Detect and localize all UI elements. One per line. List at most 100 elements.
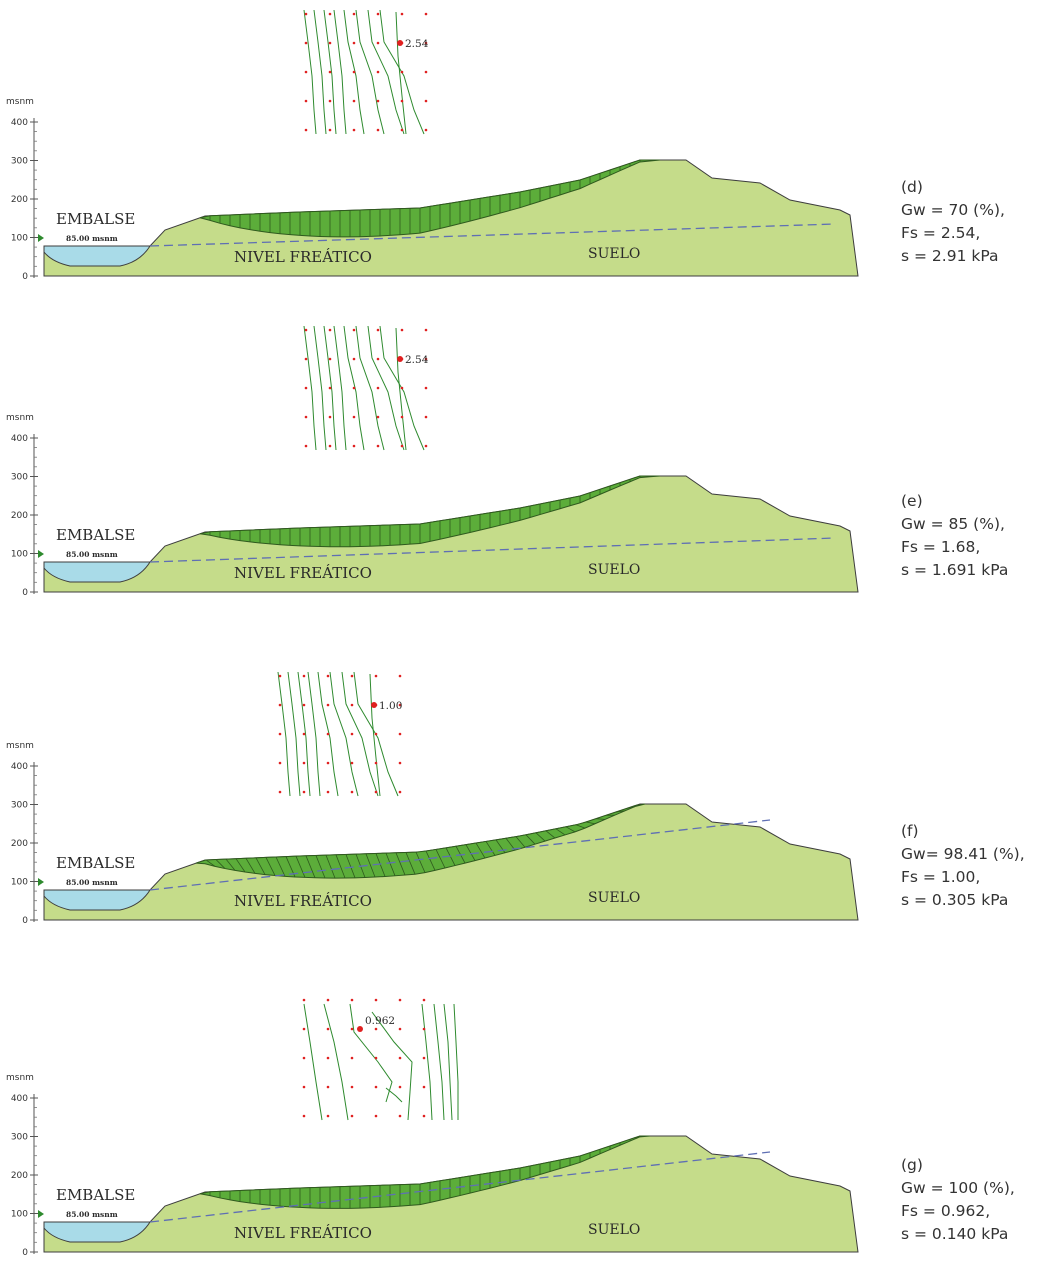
grid-point xyxy=(326,703,330,707)
grid-point xyxy=(328,415,332,419)
water-table-line xyxy=(149,819,771,891)
soil-label: SUELO xyxy=(588,1222,640,1238)
grid-point xyxy=(304,328,308,332)
grid-point xyxy=(352,386,356,390)
grid-point xyxy=(350,761,354,765)
contour-line xyxy=(379,325,425,451)
cross-section-diagram: 1.00 msnm 400 300 200 100 0 EMBALSE 85.00 msnm NI… xyxy=(6,671,859,926)
section-group: 0.962 msnm 400 300 200 100 0 EMBALSE 85.00 msnm N… xyxy=(6,998,859,1258)
caption-id: (f) xyxy=(901,822,919,840)
axis-tick-label: 200 xyxy=(11,195,28,205)
grid-point xyxy=(422,1114,426,1118)
caption-s: s = 0.305 kPa xyxy=(901,891,1009,909)
contour-line xyxy=(367,325,405,451)
slice-line xyxy=(265,857,276,876)
grid-point xyxy=(398,1056,402,1060)
caption-s: s = 2.91 kPa xyxy=(901,247,999,265)
grid-point xyxy=(398,1085,402,1089)
axis-tick-label: 100 xyxy=(11,878,28,888)
contour-line xyxy=(371,1011,413,1121)
caption-fs: Fs = 1.00, xyxy=(901,868,981,886)
grid-point xyxy=(400,99,404,103)
axis-tick-label: 300 xyxy=(11,157,28,167)
caption: (g) Gw = 100 (%), Fs = 0.962, s = 0.140 … xyxy=(901,1154,1039,1246)
grid-point xyxy=(302,1085,306,1089)
grid-point xyxy=(398,1027,402,1031)
contour-line xyxy=(421,1003,433,1121)
grid-point xyxy=(376,328,380,332)
grid-point xyxy=(302,1114,306,1118)
slice-line xyxy=(405,852,416,875)
y-axis: msnm 400 300 200 100 0 xyxy=(6,1073,44,1258)
axis-tick-label: 0 xyxy=(22,1248,28,1258)
axis-tick-label: 100 xyxy=(11,1210,28,1220)
slice-line xyxy=(325,854,336,879)
contour-line xyxy=(303,1003,323,1121)
grid-point xyxy=(352,99,356,103)
caption: (f) Gw= 98.41 (%), Fs = 1.00, s = 0.305 … xyxy=(901,820,1039,912)
contour-line xyxy=(297,671,311,797)
grid-point xyxy=(326,1085,330,1089)
axis-tick-label: 0 xyxy=(22,588,28,598)
contour-line xyxy=(355,9,385,135)
grid-point xyxy=(278,703,282,707)
grid-point xyxy=(400,12,404,16)
soil-label: SUELO xyxy=(588,246,640,262)
contour-line xyxy=(369,673,381,797)
axis-tick-label: 100 xyxy=(11,234,28,244)
search-grid: 2.54 xyxy=(303,325,429,451)
slice-line xyxy=(235,858,246,873)
panel-e: 2.54 msnm 400 300 200 100 0 EMBALSE 85.00 msnm NI… xyxy=(0,316,1039,616)
grid-point xyxy=(350,674,354,678)
caption: (e) Gw = 85 (%), Fs = 1.68, s = 1.691 kP… xyxy=(901,490,1039,582)
grid-point xyxy=(326,790,330,794)
critical-center-point xyxy=(397,40,403,46)
reservoir-water xyxy=(43,1221,151,1243)
contour-line xyxy=(307,671,321,797)
grid-point xyxy=(398,790,402,794)
grid-point xyxy=(424,70,428,74)
grid-point xyxy=(398,761,402,765)
grid-point xyxy=(376,386,380,390)
slice-line xyxy=(345,854,356,878)
slice-line xyxy=(585,821,596,825)
water-level-marker-icon xyxy=(38,878,44,886)
water-table-line xyxy=(149,223,836,247)
contour-line xyxy=(277,671,291,797)
caption-id: (e) xyxy=(901,492,923,510)
grid-point xyxy=(304,386,308,390)
critical-fs-label: 2.54 xyxy=(405,354,429,366)
axis-tick-label: 0 xyxy=(22,272,28,282)
grid-point xyxy=(376,12,380,16)
grid-point xyxy=(398,674,402,678)
grid-point xyxy=(350,703,354,707)
grid-point xyxy=(422,1085,426,1089)
grid-point xyxy=(422,1056,426,1060)
grid-point xyxy=(350,998,354,1002)
contour-line xyxy=(287,671,301,797)
critical-fs-label: 0.962 xyxy=(365,1015,395,1027)
grid-point xyxy=(398,703,402,707)
grid-point xyxy=(352,12,356,16)
cross-section-diagram: 2.54 msnm 400 300 200 100 0 EMBALSE 85.00 msnm NI… xyxy=(6,9,859,282)
contour-line xyxy=(453,1003,459,1120)
contour-line xyxy=(433,1003,445,1121)
axis-tick-label: 200 xyxy=(11,839,28,849)
slice-line xyxy=(625,806,636,810)
grid-point xyxy=(374,1114,378,1118)
water-level-label: 85.00 msnm xyxy=(66,878,118,887)
axis-tick-label: 200 xyxy=(11,1171,28,1181)
grid-point xyxy=(326,1027,330,1031)
grid-point xyxy=(326,732,330,736)
grid-point xyxy=(304,12,308,16)
contour-line xyxy=(313,9,327,135)
axis-tick-label: 200 xyxy=(11,511,28,521)
water-table-label: NIVEL FREÁTICO xyxy=(234,892,372,910)
critical-center-point xyxy=(397,356,403,362)
grid-point xyxy=(302,998,306,1002)
grid-point xyxy=(328,70,332,74)
grid-point xyxy=(328,357,332,361)
grid-point xyxy=(374,790,378,794)
contour-line xyxy=(395,327,407,451)
grid-point xyxy=(422,1027,426,1031)
